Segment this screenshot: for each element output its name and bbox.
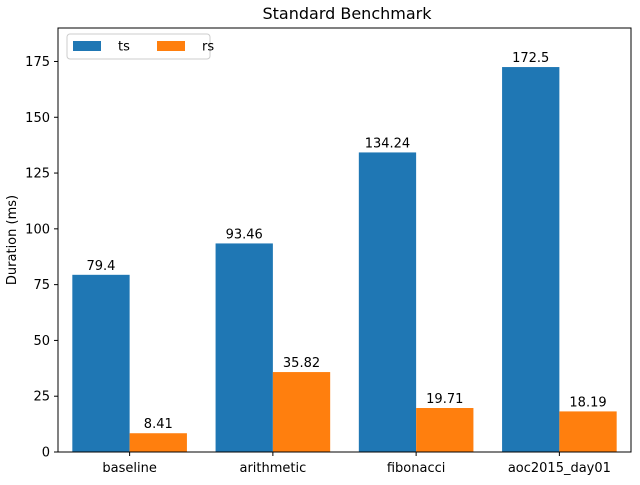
bar-ts-fibonacci [358, 152, 417, 452]
y-tick-label-0: 0 [42, 446, 50, 461]
data-label-ts-aoc2015_day01: 172.5 [512, 51, 549, 66]
y-tick-label-75: 75 [33, 278, 50, 293]
bar-rs-baseline [129, 433, 187, 452]
data-label-rs-baseline: 8.41 [144, 417, 173, 432]
y-tick-label-150: 150 [25, 111, 50, 126]
bar-ts-aoc2015_day01 [502, 67, 560, 452]
chart-title: Standard Benchmark [262, 4, 432, 23]
y-tick-label-50: 50 [33, 334, 50, 349]
bar-ts-baseline [72, 274, 130, 452]
bar-ts-arithmetic [215, 243, 273, 452]
legend-swatch-rs [157, 41, 185, 51]
data-label-ts-arithmetic: 93.46 [226, 227, 263, 242]
x-tick-label-baseline: baseline [102, 461, 156, 476]
y-tick-label-175: 175 [25, 55, 50, 70]
bar-rs-fibonacci [416, 408, 474, 452]
y-tick-label-125: 125 [25, 167, 50, 182]
x-tick-label-aoc2015_day01: aoc2015_day01 [508, 461, 611, 476]
x-tick-label-arithmetic: arithmetic [239, 461, 306, 476]
legend-label-ts: ts [118, 40, 130, 55]
bar-rs-aoc2015_day01 [559, 411, 617, 452]
legend-box [66, 33, 211, 60]
legend-swatch-ts [73, 41, 101, 51]
data-label-ts-fibonacci: 134.24 [365, 136, 411, 151]
y-tick-label-100: 100 [25, 222, 50, 237]
legend-label-rs: rs [202, 40, 214, 55]
data-label-rs-fibonacci: 19.71 [426, 392, 463, 407]
plot-frame [57, 27, 632, 453]
data-label-rs-aoc2015_day01: 18.19 [569, 395, 606, 410]
bar-rs-arithmetic [272, 372, 331, 452]
y-axis-label: Duration (ms) [5, 195, 20, 285]
data-label-ts-baseline: 79.4 [86, 259, 115, 274]
data-label-rs-arithmetic: 35.82 [283, 356, 320, 371]
y-tick-label-25: 25 [33, 390, 50, 405]
x-tick-label-fibonacci: fibonacci [387, 461, 446, 476]
plot-area: 79.4 93.46 134.24 172.5 8.41 35.82 19.71 18.19 0… [25, 27, 632, 476]
